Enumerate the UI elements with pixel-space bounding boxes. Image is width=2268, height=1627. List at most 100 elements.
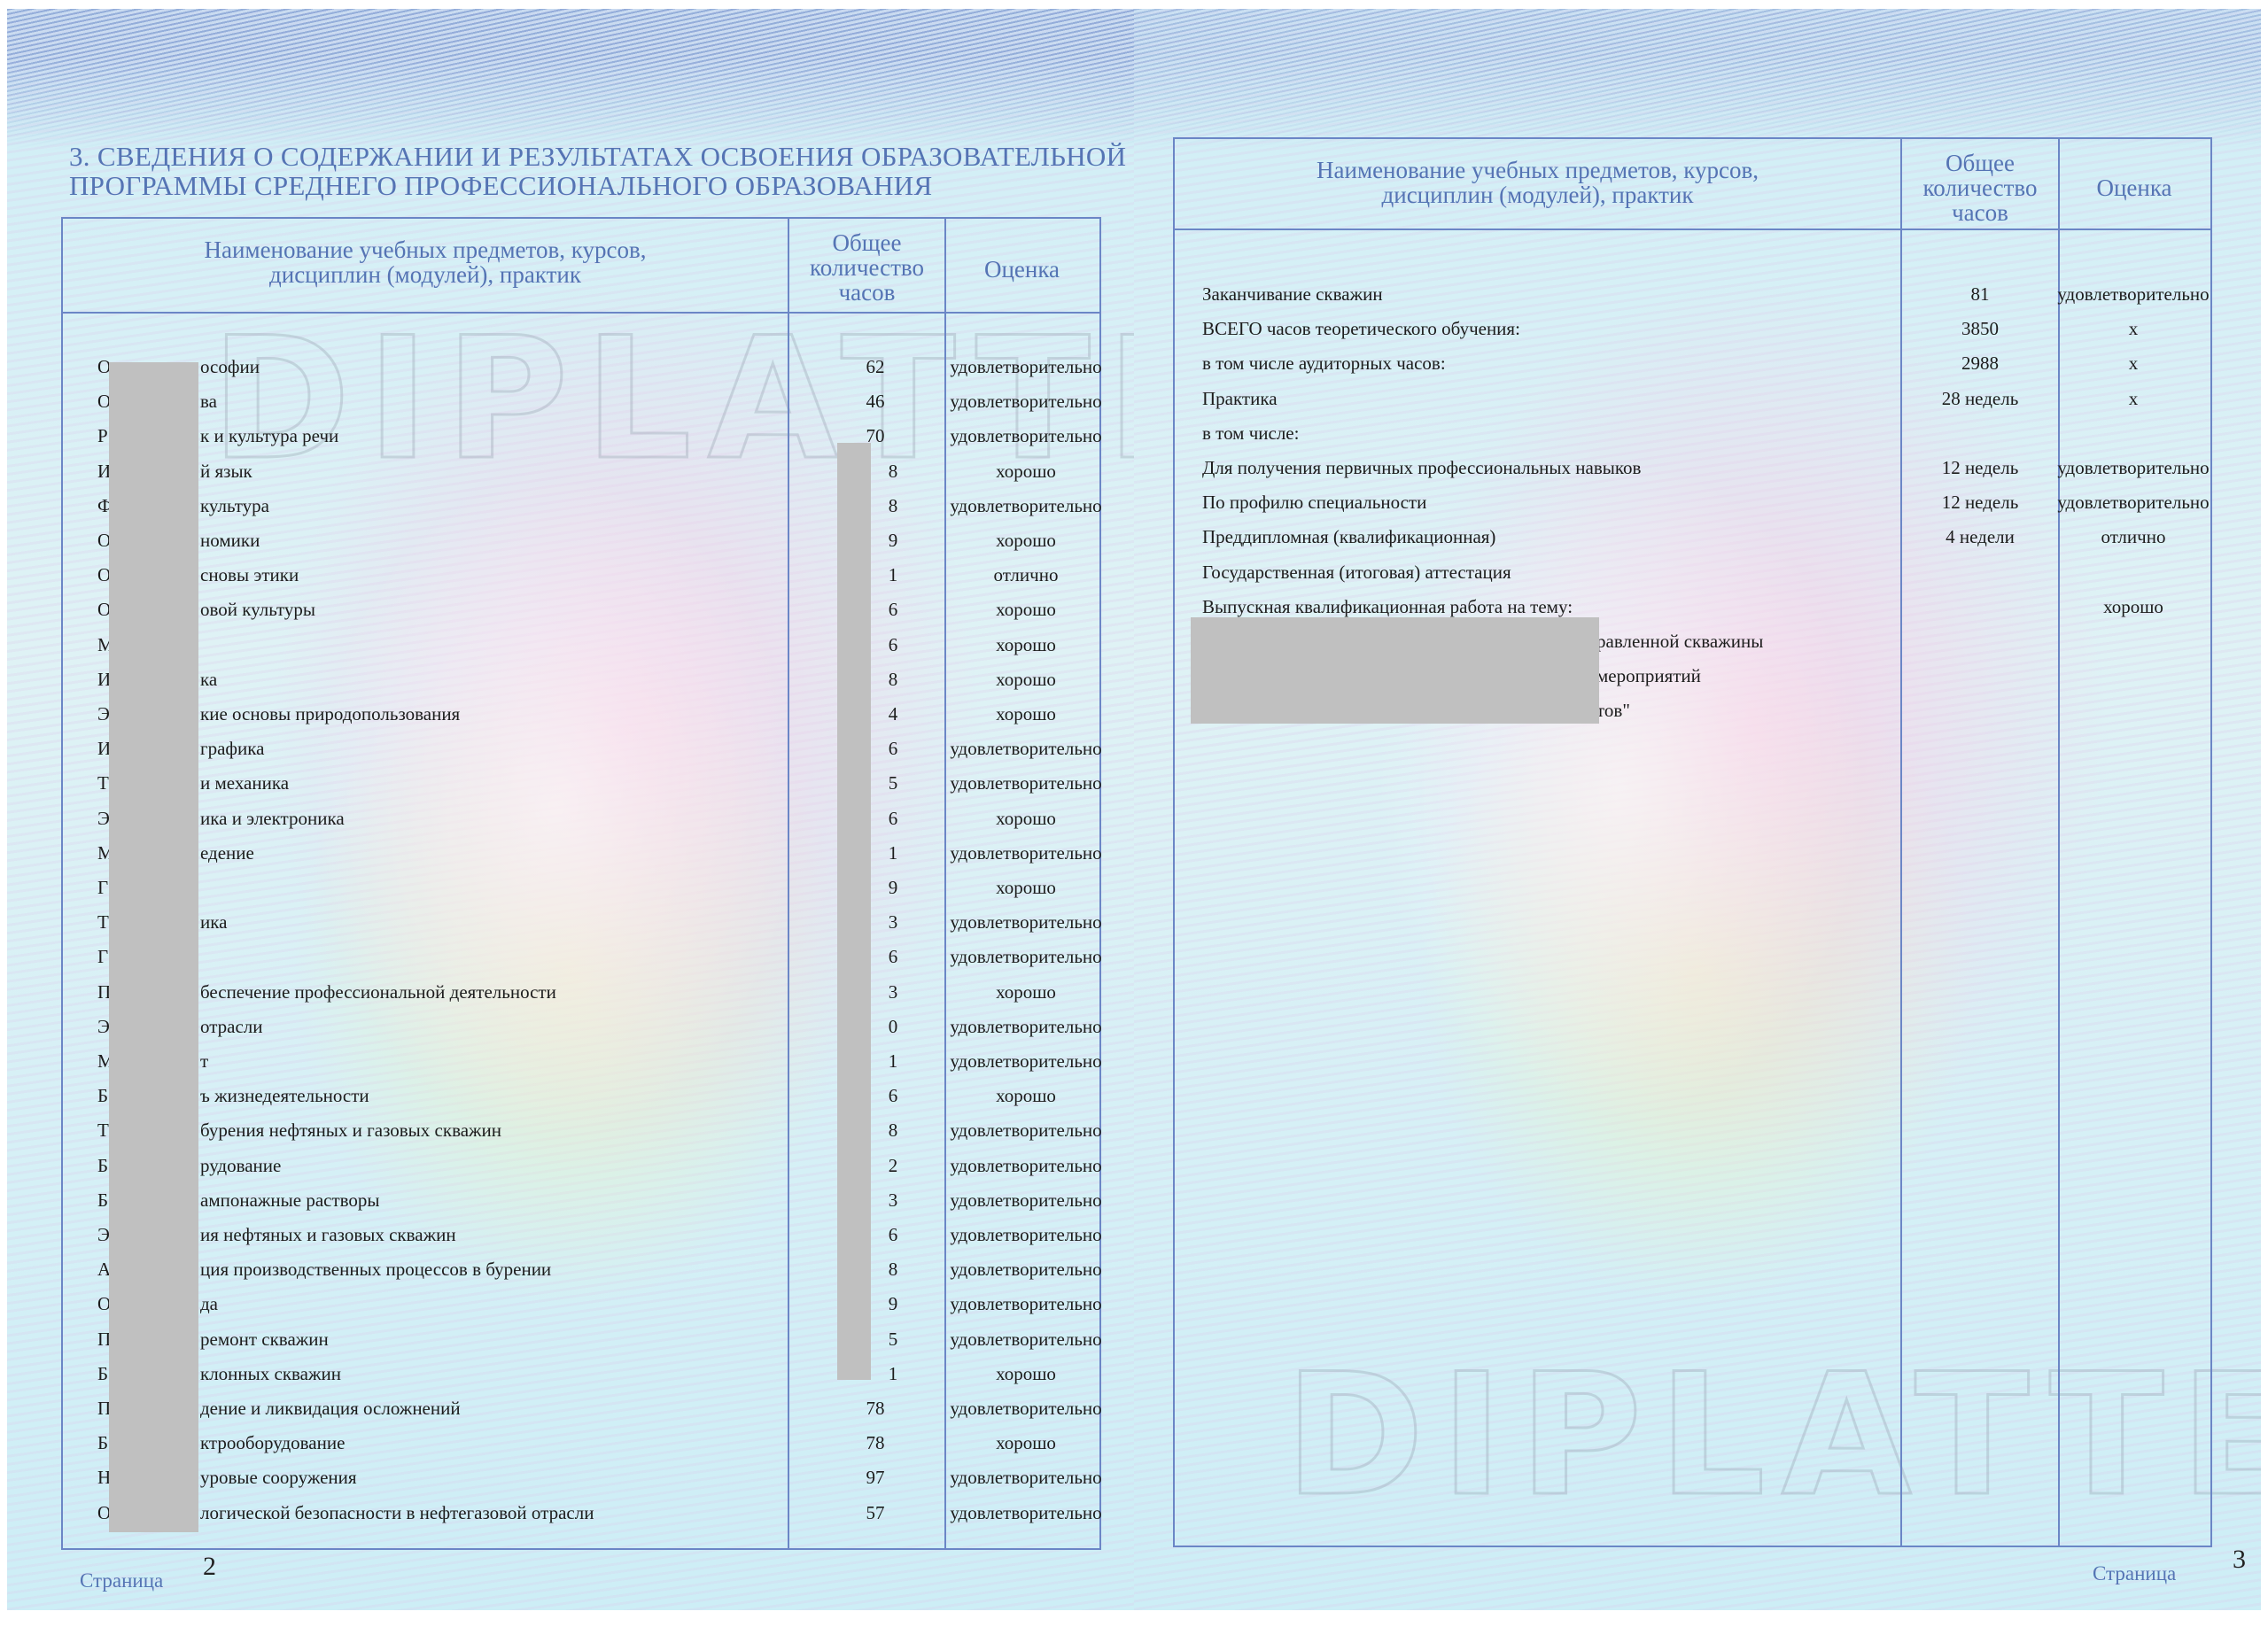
subject-name-initial: И [97, 668, 112, 690]
hours-value: 0 [888, 1015, 898, 1037]
subject-name-initial: Т [97, 772, 109, 794]
coat-of-arms-watermark [1373, 452, 1869, 1125]
subject-name: ика и электроника [200, 807, 345, 829]
grade-value: удовлетворительно [950, 911, 1102, 934]
subject-name: Выпускная квалификационная работа на тем… [1202, 595, 1573, 617]
subject-name-initial: О [97, 356, 112, 377]
grade-value: удовлетворительно [950, 425, 1102, 447]
subject-name-initial: О [97, 599, 112, 621]
subject-name: ва [200, 391, 217, 413]
redaction-block [109, 362, 198, 1532]
column-divider [788, 217, 789, 1548]
subject-name: ка [200, 668, 218, 690]
page-number: 3 [2233, 1545, 2246, 1574]
subject-name: и механика [200, 772, 290, 794]
footer-label: Страница [80, 1569, 164, 1592]
hours-value: 57 [866, 1501, 885, 1523]
page-number: 2 [203, 1552, 216, 1581]
guilloche-band [7, 9, 1134, 151]
subject-name: т [200, 1050, 209, 1072]
subject-name: отрасли [200, 1015, 263, 1037]
hours-value: 5 [888, 772, 898, 794]
header-text: Общее [832, 229, 902, 256]
subject-name-initial: Н [97, 1467, 112, 1489]
subject-name: едение [200, 841, 254, 864]
hours-value: 62 [866, 356, 885, 377]
grade-value: хорошо [996, 703, 1056, 724]
hours-value: 9 [888, 877, 898, 898]
hours-value: 12 недель [1941, 457, 2019, 478]
subject-name: кие основы природопользования [200, 703, 461, 724]
header-name: Наименование учебных предметов, курсов, … [63, 237, 788, 287]
grade-value: хорошо [996, 530, 1056, 551]
section-title-line: ПРОГРАММЫ СРЕДНЕГО ПРОФЕССИОНАЛЬНОГО ОБР… [69, 170, 933, 201]
section-title: 3. СВЕДЕНИЯ О СОДЕРЖАНИИ И РЕЗУЛЬТАТАХ О… [69, 142, 1126, 200]
subject-name: Государственная (итоговая) аттестация [1202, 561, 1511, 583]
header-text: количество [810, 254, 924, 281]
header-text: дисциплин (модулей), практик [1381, 182, 1694, 208]
grades-table [61, 217, 1101, 1550]
column-divider [944, 217, 946, 1548]
hours-value: 1 [888, 1362, 898, 1384]
hours-value: 6 [888, 1224, 898, 1245]
hours-value: 4 [888, 703, 898, 724]
grade-value: x [2128, 318, 2139, 340]
grade-value: удовлетворительно [2057, 492, 2210, 514]
hours-value: 6 [888, 807, 898, 829]
hours-value: 46 [866, 391, 885, 413]
hours-value: 78 [866, 1432, 885, 1454]
header-divider [1173, 229, 2210, 230]
grades-table [1173, 137, 2212, 1547]
hours-value: 6 [888, 738, 898, 760]
subject-name-initial: П [97, 1328, 112, 1350]
subject-name: Для получения первичных профессиональных… [1202, 457, 1642, 478]
hours-value: 9 [888, 1293, 898, 1315]
subject-name: По профилю специальности [1202, 492, 1427, 514]
grade-value: удовлетворительно [950, 356, 1102, 377]
header-text: Наименование учебных предметов, курсов, [1317, 157, 1759, 183]
hours-value: 2 [888, 1154, 898, 1176]
subject-name-initial: А [97, 1259, 112, 1281]
subject-name-initial: Г [97, 946, 109, 968]
header-name: Наименование учебных предметов, курсов, … [1175, 158, 1900, 207]
header-text: часов [838, 279, 896, 306]
hours-value: 81 [1970, 283, 1990, 305]
subject-name-initial: Б [97, 1432, 109, 1454]
subject-name: рудование [200, 1154, 282, 1176]
header-text: часов [1952, 199, 2008, 226]
subject-name: ъ жизнедеятельности [200, 1085, 369, 1107]
subject-name-initial: П [97, 1398, 112, 1419]
thesis-title-fragment: равленной скважины [1596, 631, 1764, 652]
subject-name: ика [200, 911, 228, 934]
grade-value: хорошо [996, 460, 1056, 482]
subject-name: Преддипломная (квалификационная) [1202, 526, 1496, 548]
coat-of-arms-watermark [308, 469, 804, 1143]
hours-value: 5 [888, 1328, 898, 1350]
subject-name: да [200, 1293, 219, 1315]
grade-value: отлично [2101, 526, 2166, 548]
subject-name: культура [200, 494, 269, 516]
grade-value: хорошо [996, 668, 1056, 690]
subject-name-initial: П [97, 980, 112, 1003]
column-divider [2058, 137, 2060, 1546]
header-text: Общее [1946, 150, 2015, 176]
subject-name-initial: Э [97, 703, 110, 724]
grade-value: удовлетворительно [950, 1259, 1102, 1281]
header-text: Наименование учебных предметов, курсов, [204, 236, 647, 263]
hours-value: 3850 [1961, 318, 1999, 340]
header-divider [61, 312, 1099, 314]
grade-value: удовлетворительно [2057, 283, 2210, 305]
hours-value: 1 [888, 564, 898, 586]
diplatte-watermark: DIPLATTE [209, 300, 1134, 499]
subject-name: беспечение профессиональной деятельности [200, 980, 556, 1003]
subject-name: логической безопасности в нефтегазовой о… [200, 1501, 594, 1523]
grade-value: удовлетворительно [950, 1398, 1102, 1419]
subject-name: графика [200, 738, 265, 760]
grade-value: удовлетворительно [950, 1154, 1102, 1176]
hours-value: 8 [888, 668, 898, 690]
hours-value: 8 [888, 1120, 898, 1142]
hours-value: 8 [888, 494, 898, 516]
subject-name: ия нефтяных и газовых скважин [200, 1224, 456, 1245]
grade-value: хорошо [996, 877, 1056, 898]
diplatte-watermark: DIPLATTE [1283, 1336, 2261, 1535]
